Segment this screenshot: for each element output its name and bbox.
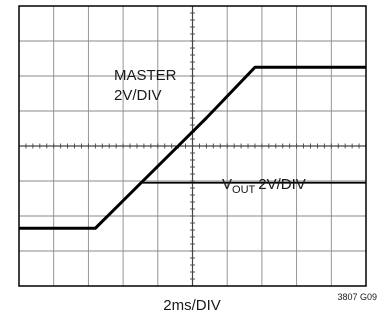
vout-scale-label: VOUT 2V/DIV [222, 176, 306, 196]
vout-scale-value: 2V/DIV [258, 176, 306, 193]
master-trace [19, 65, 366, 230]
plot-frame [18, 5, 367, 287]
master-scale-label: 2V/DIV [114, 87, 162, 104]
traces [19, 65, 366, 230]
vout-main-label: V [222, 176, 232, 193]
grid [18, 5, 367, 287]
master-name-label: MASTER [114, 67, 177, 84]
figure-id: 3807 G09 [337, 292, 377, 302]
vout-sub-label: OUT [232, 184, 256, 196]
x-axis-label: 2ms/DIV [163, 297, 221, 314]
